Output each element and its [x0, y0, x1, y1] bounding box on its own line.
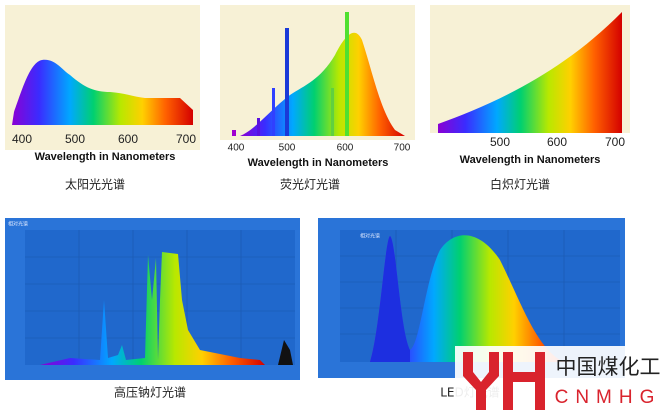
tick-label: 600: [547, 135, 567, 149]
spectral-line: [272, 88, 275, 136]
spectrum: [40, 252, 265, 365]
spectrum: [370, 235, 570, 362]
tick-label: 400: [228, 143, 245, 154]
logo-y: [463, 352, 499, 410]
spectrum-tail: [278, 340, 293, 365]
panel-sodium: 相对光谱 高压钠灯光谱: [5, 218, 300, 400]
tick-label: 500: [279, 143, 296, 154]
spectral-line: [331, 88, 334, 136]
tick-label: 600: [337, 143, 354, 154]
logo-name: 中国煤化工: [556, 355, 661, 379]
logo-h: [503, 352, 545, 410]
caption: 太阳光光谱: [65, 177, 125, 192]
axis-label: Wavelength in Nanometers: [460, 154, 601, 166]
spectral-line: [232, 130, 236, 136]
tick-label: 700: [605, 135, 625, 149]
spectral-line: [285, 28, 289, 136]
spectral-line: [257, 118, 260, 136]
tick-label: 600: [118, 132, 138, 146]
tick-label: 700: [176, 132, 196, 146]
tick-label: 500: [490, 135, 510, 149]
caption: 高压钠灯光谱: [114, 385, 186, 400]
tick-label: 700: [394, 143, 411, 154]
tick-label: 400: [12, 132, 32, 146]
logo-code: CNMHG: [555, 387, 662, 408]
logo: 中国煤化工 CNMHG: [455, 346, 667, 415]
tick-label: 500: [65, 132, 85, 146]
spectral-line: [345, 12, 349, 136]
axis-label: Wavelength in Nanometers: [35, 151, 176, 163]
panel-title: 相对光谱: [8, 220, 28, 227]
spectrum: [240, 32, 405, 136]
caption: 白炽灯光谱: [490, 177, 550, 192]
panel-fluorescent: 400 500 600 700 Wavelength in Nanometers…: [220, 5, 415, 192]
axis-label: Wavelength in Nanometers: [248, 157, 389, 169]
spectrum: [438, 12, 622, 133]
blue-peak: [370, 236, 410, 362]
panel-title: 相对光谱: [360, 232, 380, 239]
spectrum: [12, 59, 193, 125]
panel-incandescent: 500 600 700 Wavelength in Nanometers 白炽灯…: [430, 5, 630, 192]
panel-sun: 400 500 600 700 Wavelength in Nanometers…: [5, 5, 200, 192]
caption: 荧光灯光谱: [280, 178, 340, 192]
